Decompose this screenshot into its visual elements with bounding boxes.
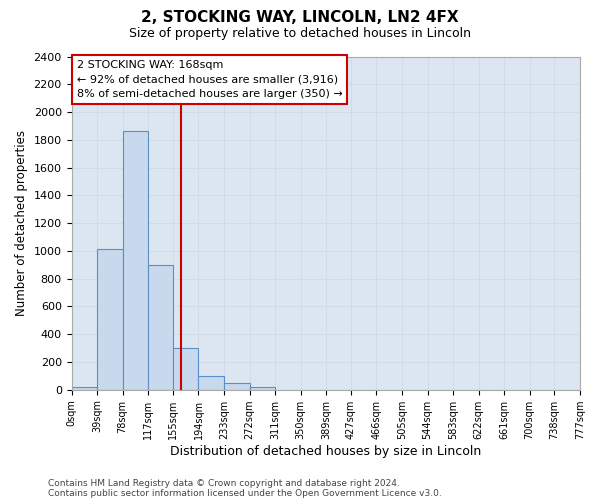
Text: Contains public sector information licensed under the Open Government Licence v3: Contains public sector information licen…: [48, 488, 442, 498]
Bar: [148, 265, 173, 390]
Bar: [122, 132, 148, 390]
Y-axis label: Number of detached properties: Number of detached properties: [15, 130, 28, 316]
Bar: [199, 376, 224, 390]
Bar: [250, 387, 275, 390]
Text: 2 STOCKING WAY: 168sqm
← 92% of detached houses are smaller (3,916)
8% of semi-d: 2 STOCKING WAY: 168sqm ← 92% of detached…: [77, 60, 343, 100]
Text: Size of property relative to detached houses in Lincoln: Size of property relative to detached ho…: [129, 28, 471, 40]
Bar: [97, 250, 122, 390]
X-axis label: Distribution of detached houses by size in Lincoln: Distribution of detached houses by size …: [170, 444, 481, 458]
Bar: [224, 383, 250, 390]
Text: Contains HM Land Registry data © Crown copyright and database right 2024.: Contains HM Land Registry data © Crown c…: [48, 478, 400, 488]
Bar: [71, 387, 97, 390]
Bar: [173, 348, 199, 390]
Text: 2, STOCKING WAY, LINCOLN, LN2 4FX: 2, STOCKING WAY, LINCOLN, LN2 4FX: [141, 10, 459, 25]
